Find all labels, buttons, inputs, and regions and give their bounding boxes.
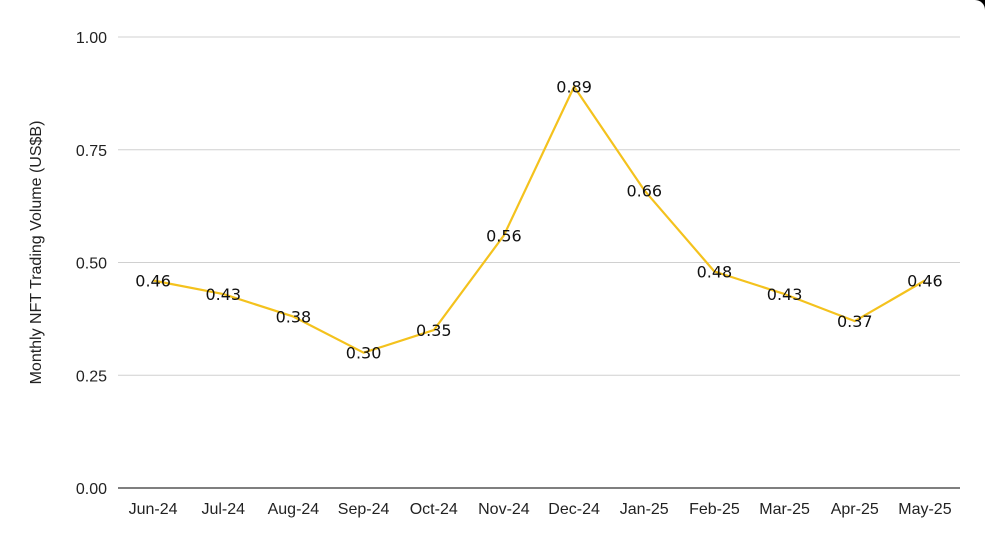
x-tick-label: Jun-24 <box>129 501 178 518</box>
x-tick-label: Dec-24 <box>548 501 600 518</box>
gridlines <box>118 36 960 376</box>
x-tick-label: Feb-25 <box>689 501 740 518</box>
y-tick-label: 0.00 <box>76 481 107 498</box>
data-label: 0.66 <box>626 181 662 200</box>
data-label: 0.35 <box>416 321 452 340</box>
data-label: 0.48 <box>697 263 733 282</box>
data-label: 0.43 <box>205 285 241 304</box>
x-tick-label: Jul-24 <box>201 501 245 518</box>
x-tick-label: Sep-24 <box>338 501 390 518</box>
data-label: 0.46 <box>907 272 943 291</box>
y-tick-label: 0.75 <box>76 143 107 160</box>
x-axis-ticks: Jun-24 Jul-24 Aug-24 Sep-24 Oct-24 Nov-24 Dec-… <box>129 501 952 518</box>
data-label: 0.30 <box>346 344 382 363</box>
x-tick-label: Aug-24 <box>268 501 320 518</box>
y-axis-title: Monthly NFT Trading Volume (US$B) <box>28 121 45 385</box>
data-label: 0.46 <box>135 272 171 291</box>
data-label: 0.43 <box>767 285 803 304</box>
x-tick-label: Jan-25 <box>620 501 669 518</box>
x-tick-label: Oct-24 <box>410 501 458 518</box>
data-label: 0.56 <box>486 226 522 245</box>
x-tick-label: May-25 <box>898 501 951 518</box>
x-tick-label: Nov-24 <box>478 501 530 518</box>
x-tick-label: Mar-25 <box>759 501 810 518</box>
y-tick-label: 0.50 <box>76 256 107 273</box>
y-tick-label: 0.25 <box>76 368 107 385</box>
data-label: 0.38 <box>276 308 312 327</box>
y-tick-label: 1.00 <box>76 30 107 47</box>
y-axis-ticks: 0.00 0.25 0.50 0.75 1.00 <box>76 30 107 498</box>
data-labels: 0.46 0.43 0.38 0.30 0.35 0.56 0.89 0.66 0.48 0.43… <box>135 78 942 363</box>
x-tick-label: Apr-25 <box>831 501 879 518</box>
series-line <box>152 85 926 354</box>
data-label: 0.89 <box>556 78 592 97</box>
data-label: 0.37 <box>837 312 873 331</box>
